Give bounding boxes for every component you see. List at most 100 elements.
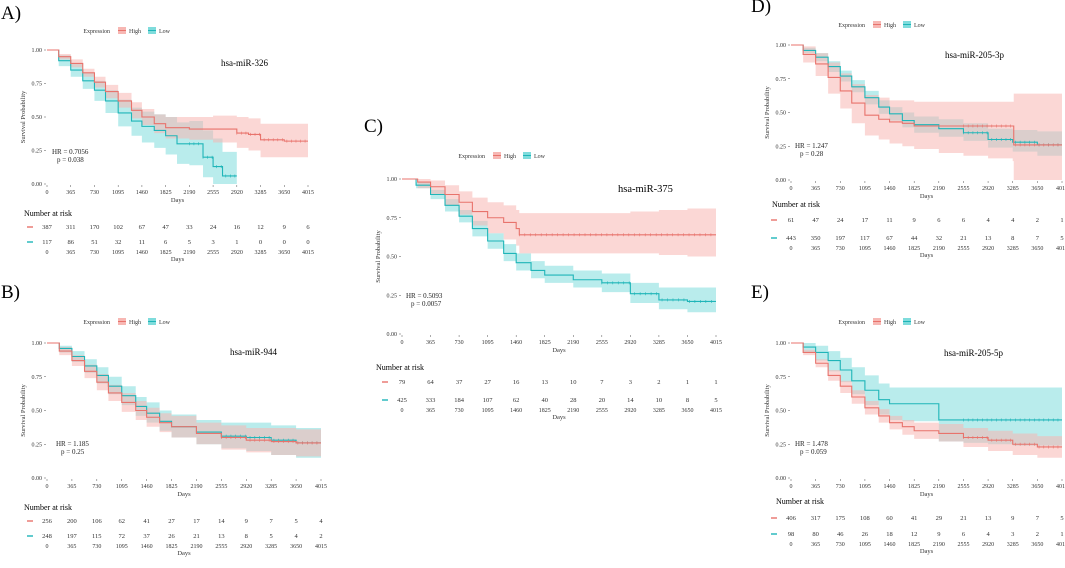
x-tick-label: 730 — [92, 484, 101, 490]
x-tick-label: 3650 — [681, 340, 693, 346]
risk-count: 317 — [811, 515, 822, 522]
x-tick-label: 4015 — [302, 190, 314, 196]
risk-count: 37 — [143, 533, 150, 540]
x-tick-label: 1825 — [908, 186, 920, 192]
risk-x-tick-label: 2190 — [933, 542, 945, 548]
risk-x-tick-label: 730 — [92, 544, 101, 550]
legend-label-low: Low — [159, 320, 171, 326]
risk-table-title: Number at risk — [772, 200, 820, 209]
y-tick-label: 0.50 — [776, 409, 787, 415]
risk-count: 1 — [714, 379, 717, 386]
risk-count: 79 — [399, 379, 406, 386]
x-tick-label: 2555 — [596, 340, 608, 346]
risk-count: 108 — [860, 515, 870, 522]
risk-count: 5 — [1060, 515, 1063, 522]
legend-title: Expression — [83, 320, 110, 326]
risk-count: 1 — [235, 239, 238, 246]
risk-x-tick-label: 0 — [46, 544, 49, 550]
x-tick-label: 2920 — [231, 190, 243, 196]
x-axis-title: Days — [171, 197, 185, 204]
risk-count: 32 — [115, 239, 122, 246]
x-tick-label: 3285 — [653, 340, 665, 346]
x-tick-label: 1095 — [116, 484, 128, 490]
x-tick-label: 3650 — [1031, 186, 1043, 192]
risk-count: 7 — [1036, 235, 1040, 242]
x-tick-label: 4015 — [315, 484, 327, 490]
risk-x-tick-label: 0 — [790, 542, 793, 548]
risk-count: 37 — [456, 379, 463, 386]
risk-count: 11 — [139, 239, 145, 246]
x-tick-label: 1825 — [908, 484, 920, 490]
legend: Expression High Low — [458, 152, 546, 160]
risk-x-tick-label: 1460 — [141, 544, 153, 550]
risk-x-tick-label: 365 — [66, 250, 75, 256]
risk-x-tick-label: 365 — [426, 408, 435, 414]
x-tick-label: 3285 — [1007, 186, 1019, 192]
risk-x-tick-label: 2920 — [624, 408, 636, 414]
risk-count: 21 — [960, 235, 967, 242]
risk-count: 9 — [937, 531, 940, 538]
risk-count: 2 — [319, 533, 322, 540]
y-tick-label: 0.75 — [776, 77, 787, 83]
ci-band-high — [791, 45, 1062, 180]
risk-count: 33 — [186, 224, 193, 231]
risk-count: 443 — [786, 235, 796, 242]
survival-line-low — [791, 44, 1062, 146]
risk-count: 21 — [193, 533, 200, 540]
y-tick-label: 1.00 — [32, 48, 43, 54]
risk-count: 67 — [886, 235, 893, 242]
risk-count: 5 — [1060, 235, 1063, 242]
y-tick-label: 1.00 — [776, 341, 787, 347]
legend: Expression High Low — [83, 27, 171, 35]
y-tick-label: 1.00 — [387, 177, 398, 183]
risk-x-tick-label: 4015 — [1056, 542, 1065, 548]
risk-count: 9 — [245, 518, 248, 525]
y-axis-title: Survival Probability — [764, 383, 771, 436]
risk-count: 0 — [259, 239, 262, 246]
hazard-ratio: HR = 0.7056 — [52, 148, 89, 156]
x-tick-label: 0 — [46, 484, 49, 490]
risk-x-tick-label: 3285 — [1007, 542, 1019, 548]
risk-count: 62 — [513, 397, 520, 404]
y-axis-title: Survival Probability — [20, 383, 27, 436]
x-tick-label: 1095 — [482, 340, 494, 346]
risk-count: 17 — [862, 217, 869, 224]
survival-line-high — [791, 44, 1062, 146]
x-tick-label: 0 — [46, 190, 49, 196]
legend: Expression High Low — [83, 318, 171, 326]
risk-count: 2 — [657, 379, 660, 386]
x-tick-label: 1460 — [141, 484, 153, 490]
legend-title: Expression — [838, 320, 865, 326]
risk-count: 6 — [962, 217, 966, 224]
x-tick-label: 0 — [790, 186, 793, 192]
risk-count: 60 — [886, 515, 893, 522]
risk-count: 7 — [270, 518, 274, 525]
x-tick-label: 365 — [66, 190, 75, 196]
x-tick-label: 2555 — [215, 484, 227, 490]
gene-title: hsa-miR-375 — [618, 184, 673, 195]
risk-x-tick-label: 2190 — [183, 250, 195, 256]
y-tick-label: 1.00 — [32, 341, 43, 347]
risk-x-tick-label: 2920 — [231, 250, 243, 256]
panel-b: B) Expression High Low 0.00 0.25 0.50 0.75 1.00 S… — [1, 282, 327, 557]
x-tick-label: 3285 — [265, 484, 277, 490]
legend-label-high: High — [884, 23, 896, 29]
risk-count: 350 — [811, 235, 821, 242]
x-tick-label: 2190 — [190, 484, 202, 490]
x-tick-label: 3285 — [1007, 484, 1019, 490]
survival-line-low — [791, 342, 1062, 421]
legend: Expression High Low — [838, 318, 926, 326]
risk-count: 170 — [90, 224, 100, 231]
risk-table-title: Number at risk — [376, 363, 424, 372]
y-axis-title: Survival Probability — [20, 90, 27, 143]
risk-count: 9 — [283, 224, 286, 231]
x-tick-label: 2190 — [567, 340, 579, 346]
risk-count: 32 — [936, 235, 943, 242]
x-tick-label: 1460 — [884, 484, 896, 490]
risk-x-tick-label: 3285 — [653, 408, 665, 414]
risk-count: 24 — [210, 224, 217, 231]
y-tick-label: 0.75 — [776, 375, 787, 381]
risk-x-tick-label: 4015 — [315, 544, 327, 550]
